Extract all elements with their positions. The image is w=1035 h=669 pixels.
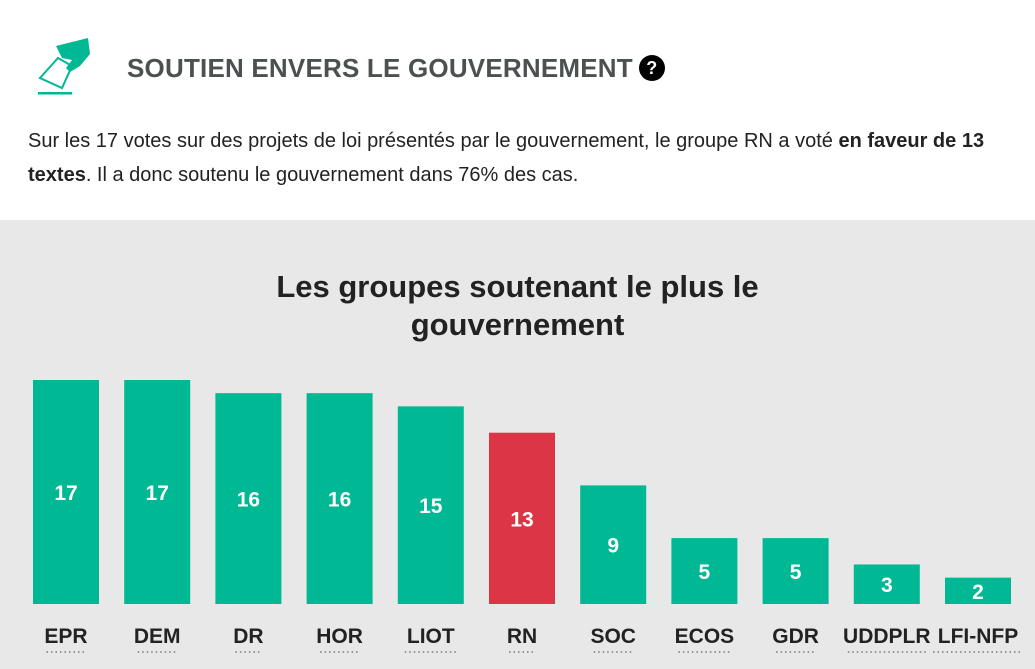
category-label: GDR xyxy=(772,625,819,648)
bar-hor xyxy=(306,393,373,604)
bar-soc xyxy=(580,485,647,604)
bar-epr xyxy=(33,380,99,604)
section-title: SOUTIEN ENVERS LE GOUVERNEMENT? xyxy=(127,53,665,84)
chart-title-text: Les groupes soutenant le plus le gouvern… xyxy=(276,269,759,342)
bar-dr xyxy=(215,393,282,604)
section-title-text: SOUTIEN ENVERS LE GOUVERNEMENT xyxy=(127,53,633,83)
category-label: SOC xyxy=(590,625,636,648)
category-label: UDDPLR xyxy=(843,625,931,648)
category-label: DEM xyxy=(134,625,181,648)
bar-rn xyxy=(489,432,555,604)
data-label: 16 xyxy=(328,489,351,512)
bar-uddplr xyxy=(853,564,920,604)
data-label: 2 xyxy=(972,581,984,604)
category-label: LFI-NFP xyxy=(938,625,1018,648)
data-label: 3 xyxy=(881,574,893,597)
category-label: DR xyxy=(233,625,263,648)
category-label: LIOT xyxy=(407,625,455,648)
desc-part1: Sur les 17 votes sur des projets de loi … xyxy=(28,130,839,152)
category-label: RN xyxy=(507,625,537,648)
help-icon[interactable]: ? xyxy=(638,55,665,81)
category-label: EPR xyxy=(44,625,87,648)
data-label: 5 xyxy=(790,561,802,584)
data-label: 17 xyxy=(146,482,169,505)
category-label: HOR xyxy=(316,625,363,648)
header: SOUTIEN ENVERS LE GOUVERNEMENT? Sur les … xyxy=(0,0,1035,220)
ballot-box-icon xyxy=(38,38,90,95)
chart-title: Les groupes soutenant le plus le gouvern… xyxy=(0,268,1035,344)
desc-bold: en faveur de 13 textes xyxy=(28,130,985,186)
data-label: 13 xyxy=(510,508,533,531)
data-label: 17 xyxy=(54,482,77,505)
category-label: ECOS xyxy=(675,625,735,648)
data-label: 9 xyxy=(607,535,619,558)
bar-ecos xyxy=(671,538,738,604)
bar-gdr xyxy=(762,538,829,604)
bar-lfi-nfp xyxy=(945,577,1011,604)
description: Sur les 17 votes sur des projets de loi … xyxy=(28,124,1018,192)
desc-part2: . Il a donc soutenu le gouvernement dans… xyxy=(85,164,579,186)
bar-liot xyxy=(397,406,464,604)
data-label: 5 xyxy=(699,561,711,584)
bar-dem xyxy=(124,380,191,604)
data-label: 16 xyxy=(237,489,260,512)
data-label: 15 xyxy=(419,495,443,518)
